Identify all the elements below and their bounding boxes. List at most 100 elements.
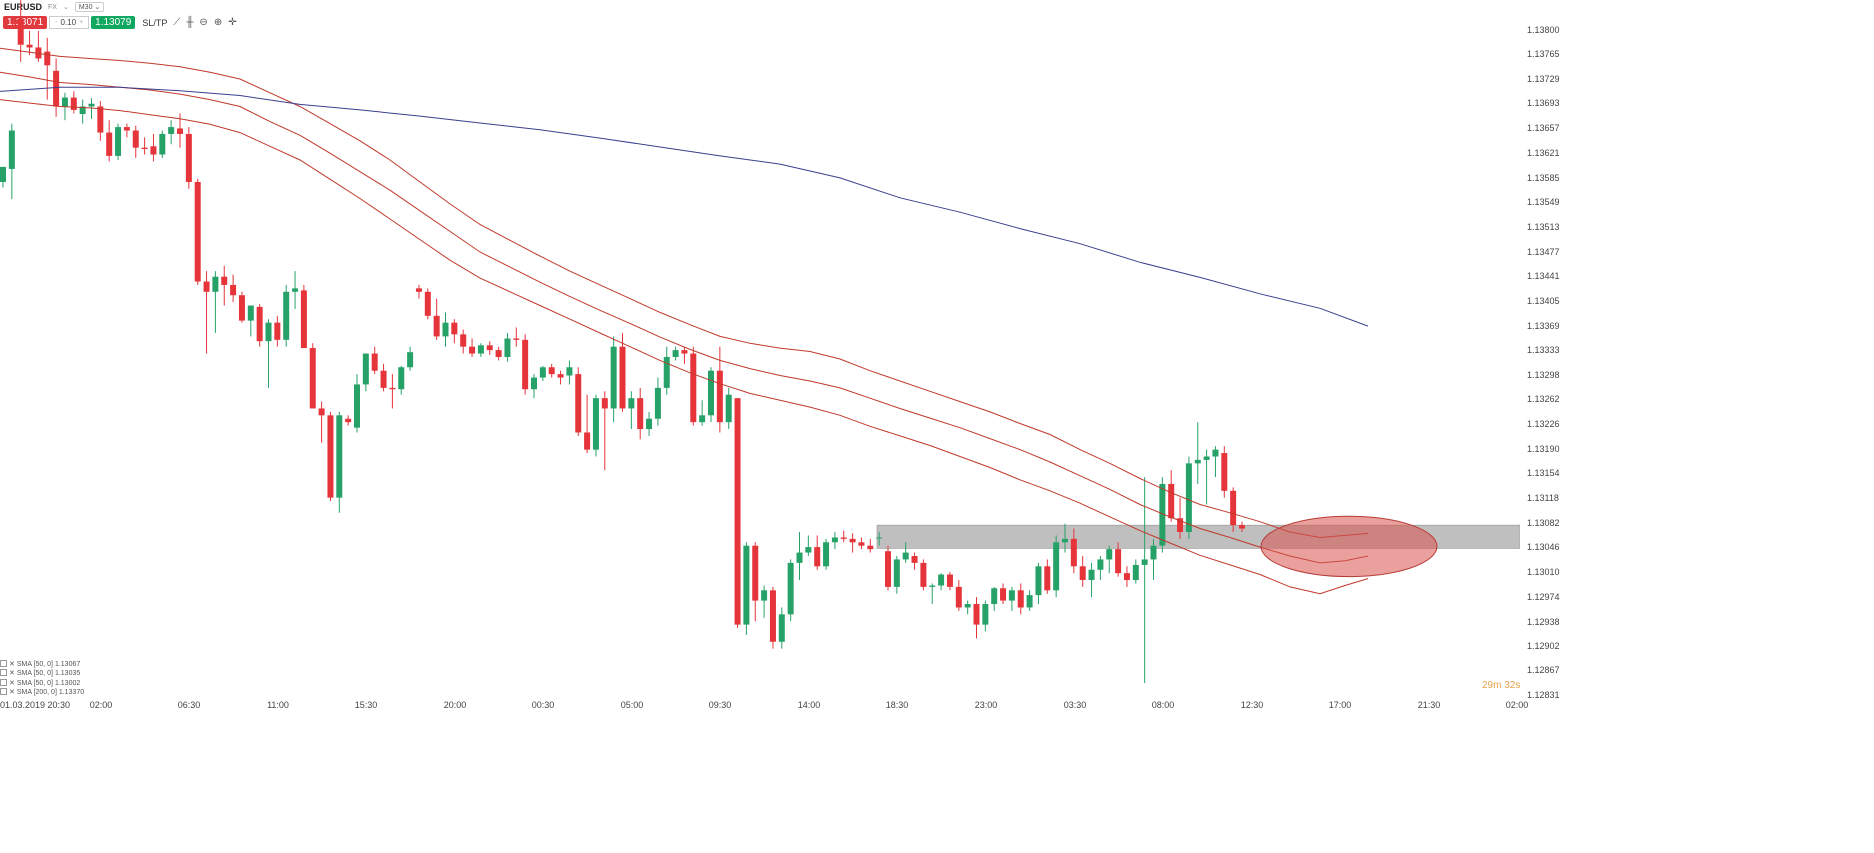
candle bbox=[79, 99, 86, 124]
price-tick: 1.13190 bbox=[1527, 443, 1560, 454]
candle bbox=[973, 597, 980, 639]
symbol-label[interactable]: EURUSD bbox=[4, 2, 43, 12]
price-tick: 1.13082 bbox=[1527, 517, 1560, 528]
candle-body bbox=[132, 130, 139, 148]
candle-body bbox=[141, 147, 148, 150]
candle bbox=[858, 537, 865, 550]
indicator-legend: ✕ SMA [50, 0] 1.13067 ✕ SMA [50, 0] 1.13… bbox=[0, 660, 84, 697]
candle bbox=[1017, 583, 1024, 615]
candle bbox=[1123, 566, 1130, 587]
zoom-out-icon[interactable]: ⊖ bbox=[199, 17, 208, 28]
candle bbox=[920, 559, 927, 591]
legend-item[interactable]: ✕ SMA [200, 0] 1.13370 bbox=[0, 687, 84, 697]
candle bbox=[274, 315, 281, 347]
candle bbox=[955, 580, 962, 611]
candle-body bbox=[672, 350, 679, 357]
candle bbox=[380, 363, 387, 392]
close-icon[interactable]: ✕ bbox=[9, 661, 17, 668]
sltp-button[interactable]: SL/TP bbox=[142, 17, 168, 28]
candle bbox=[451, 319, 458, 344]
candle bbox=[769, 586, 776, 649]
candle-body bbox=[663, 356, 670, 388]
price-tick: 1.13154 bbox=[1527, 468, 1560, 479]
candle-body bbox=[274, 322, 281, 340]
candle bbox=[1106, 545, 1113, 574]
legend-item[interactable]: ✕ SMA [50, 0] 1.13002 bbox=[0, 678, 84, 688]
price-tick: 1.13765 bbox=[1527, 49, 1560, 60]
close-icon[interactable]: ✕ bbox=[9, 688, 17, 696]
candle-body bbox=[796, 552, 803, 563]
candle bbox=[787, 559, 794, 622]
price-chart[interactable] bbox=[0, 0, 1520, 697]
settings-icon[interactable] bbox=[0, 687, 7, 695]
candle bbox=[1115, 542, 1122, 577]
candle-body bbox=[97, 106, 104, 133]
decrement-icon[interactable]: - bbox=[55, 19, 58, 26]
line-tool-icon[interactable]: ⟋ bbox=[173, 17, 181, 28]
candle bbox=[1230, 487, 1237, 532]
candle-body bbox=[513, 338, 520, 340]
price-tick: 1.13369 bbox=[1527, 320, 1560, 331]
buy-button[interactable]: 1.13079 bbox=[91, 16, 136, 29]
candle-body bbox=[212, 276, 219, 292]
indicator-icon[interactable]: ╫ bbox=[186, 17, 194, 28]
candle bbox=[539, 365, 546, 381]
legend-label: SMA [50, 0] 1.13035 bbox=[16, 670, 81, 678]
candle bbox=[354, 374, 360, 433]
candle-body bbox=[460, 334, 467, 347]
candle-body bbox=[283, 291, 290, 340]
candle-body bbox=[876, 537, 883, 539]
candle-body bbox=[929, 585, 936, 587]
candle-body bbox=[610, 346, 617, 409]
settings-icon[interactable] bbox=[0, 669, 7, 677]
time-tick: 05:00 bbox=[620, 700, 644, 710]
quantity-input[interactable]: - 0.10 + bbox=[49, 16, 90, 29]
candle-body bbox=[115, 127, 122, 156]
close-icon[interactable]: ✕ bbox=[9, 670, 17, 678]
candle bbox=[283, 284, 290, 347]
candle bbox=[398, 365, 405, 395]
candle bbox=[185, 127, 192, 189]
candle-body bbox=[203, 281, 210, 292]
candle bbox=[203, 271, 210, 354]
legend-item[interactable]: ✕ SMA [50, 0] 1.13067 bbox=[0, 660, 84, 669]
candle bbox=[407, 346, 414, 371]
zoom-in-icon[interactable]: ⊕ bbox=[213, 17, 223, 28]
increment-icon[interactable]: + bbox=[79, 19, 84, 26]
candle bbox=[212, 271, 219, 333]
candle bbox=[1079, 556, 1086, 587]
candle bbox=[1088, 562, 1095, 598]
time-tick: 12:30 bbox=[1240, 700, 1264, 710]
candle bbox=[70, 91, 77, 114]
candle-body bbox=[1053, 542, 1060, 591]
candle-body bbox=[769, 590, 776, 642]
settings-icon[interactable] bbox=[0, 660, 7, 667]
candle-body bbox=[1150, 545, 1157, 560]
timeframe-select[interactable]: M30 ⌄ bbox=[74, 2, 105, 12]
time-tick: 08:00 bbox=[1151, 700, 1175, 710]
candle bbox=[433, 298, 440, 340]
candle-body bbox=[247, 305, 254, 321]
candle-body bbox=[362, 353, 369, 385]
candle bbox=[814, 535, 821, 570]
candle bbox=[106, 120, 113, 162]
candle bbox=[1185, 456, 1192, 539]
price-axis[interactable]: 1.13800 1.13765 1.13729 1.13693 1.13657 1.136… bbox=[1520, 0, 1874, 853]
price-tick: 1.13585 bbox=[1527, 172, 1560, 183]
legend-item[interactable]: ✕ SMA [50, 0] 1.13035 bbox=[0, 669, 84, 678]
sell-button[interactable]: 1.13071 bbox=[3, 16, 48, 29]
candle-body bbox=[424, 291, 431, 316]
candle-body bbox=[938, 574, 945, 586]
time-axis[interactable]: 01.03.2019 20:30 02:00 06:30 11:00 15:30 20:0… bbox=[0, 697, 1528, 713]
candle bbox=[557, 370, 564, 385]
settings-icon[interactable] bbox=[0, 678, 7, 686]
candle-body bbox=[61, 97, 68, 107]
crosshair-icon[interactable]: ✛ bbox=[228, 17, 237, 28]
price-tick: 1.13262 bbox=[1527, 394, 1560, 405]
chevron-down-icon[interactable]: ⌄ bbox=[62, 4, 69, 11]
candle-body bbox=[309, 348, 316, 409]
time-tick: 15:30 bbox=[354, 700, 378, 710]
time-tick: 02:00 bbox=[1505, 700, 1529, 710]
close-icon[interactable]: ✕ bbox=[9, 679, 17, 687]
countdown-seconds: 32 bbox=[1504, 680, 1516, 691]
